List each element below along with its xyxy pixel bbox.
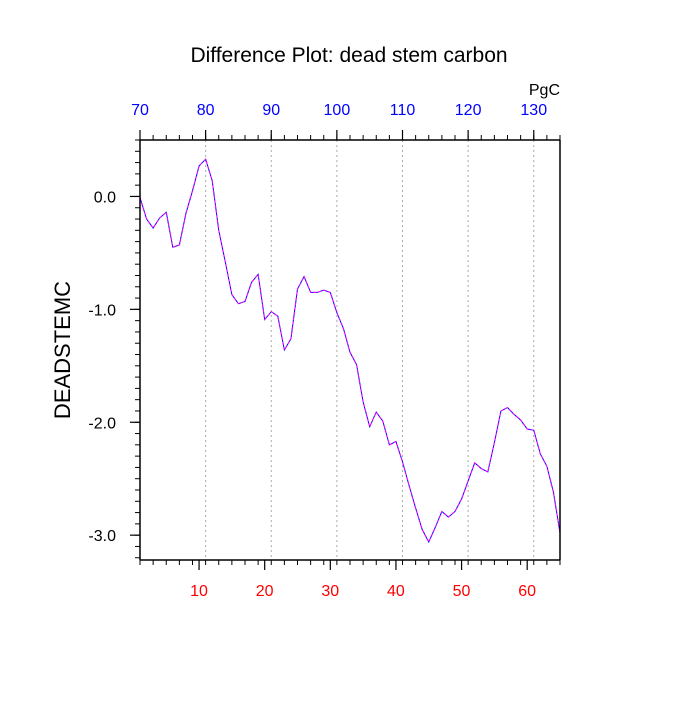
series-line-b bbox=[139, 158, 561, 544]
top-tick-label: 130 bbox=[520, 102, 547, 119]
chart-title: Difference Plot: dead stem carbon bbox=[190, 44, 507, 67]
x-tick-label: 60 bbox=[518, 583, 536, 600]
x-tick-label: 10 bbox=[190, 583, 208, 600]
series-line-a bbox=[139, 158, 561, 544]
x-tick-label: 40 bbox=[387, 583, 405, 600]
y-tick-label: -3.0 bbox=[88, 528, 116, 545]
y-tick-label: -2.0 bbox=[88, 415, 116, 432]
x-tick-label: 50 bbox=[453, 583, 471, 600]
top-axis-unit: PgC bbox=[529, 82, 560, 99]
y-tick-label: -1.0 bbox=[88, 302, 116, 319]
y-axis-label: DEADSTEMC bbox=[50, 281, 75, 419]
top-tick-label: 80 bbox=[197, 102, 215, 119]
top-tick-label: 90 bbox=[262, 102, 280, 119]
top-tick-label: 120 bbox=[455, 102, 482, 119]
top-tick-label: 100 bbox=[324, 102, 351, 119]
y-tick-label: 0.0 bbox=[94, 189, 116, 206]
x-tick-label: 30 bbox=[321, 583, 339, 600]
grid-layer bbox=[205, 140, 535, 560]
series-layer bbox=[139, 158, 561, 544]
top-tick-label: 70 bbox=[131, 102, 149, 119]
x-tick-label: 20 bbox=[256, 583, 274, 600]
axis-layer: 10 20 30 40 50 60 70 80 90 100 110 120 130 0.0 -1.0 -2.… bbox=[88, 102, 561, 600]
top-tick-label: 110 bbox=[390, 102, 416, 119]
